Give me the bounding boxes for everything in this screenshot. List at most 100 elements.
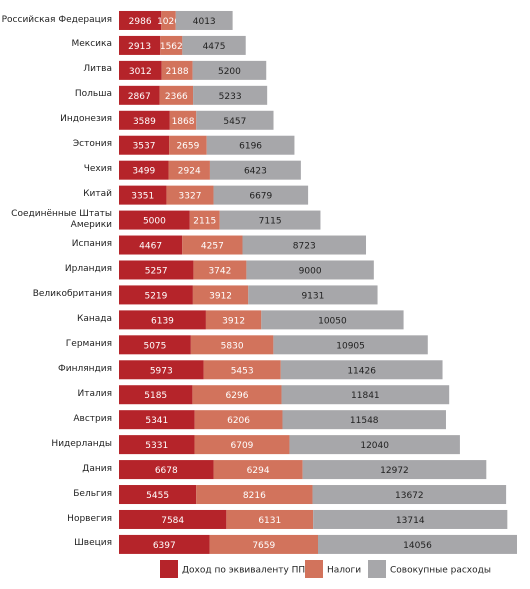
bar-segment [206, 135, 295, 155]
value-label: 3351 [131, 192, 154, 202]
value-label: 3912 [209, 291, 232, 301]
value-label: 5331 [145, 441, 168, 451]
category-label: Финляндия [57, 363, 112, 374]
category-label: Чехия [83, 164, 112, 175]
value-label: 12972 [380, 466, 409, 476]
bar-segment [226, 509, 314, 529]
bar-segment [189, 210, 220, 230]
value-label: 5233 [219, 92, 242, 102]
value-label: 6294 [247, 466, 270, 476]
bar-segment [169, 110, 197, 130]
value-label: 4467 [139, 242, 162, 252]
category-label: Эстония [72, 139, 112, 150]
bar-segment [196, 485, 313, 505]
value-label: 3912 [222, 316, 245, 326]
value-label: 3742 [208, 266, 231, 276]
value-label: 8216 [243, 491, 266, 501]
bar-segment [281, 385, 450, 405]
value-label: 2867 [128, 92, 151, 102]
bar-segment [169, 135, 207, 155]
bar-segment [192, 385, 282, 405]
bar-segment [193, 85, 268, 105]
value-label: 5219 [144, 291, 167, 301]
bar-segment [219, 210, 321, 230]
value-label: 9000 [299, 266, 322, 276]
category-label: Германия [65, 338, 112, 349]
bar-segment [246, 260, 374, 280]
value-label: 10050 [318, 316, 347, 326]
legend-swatch [305, 560, 323, 578]
category-label: Мексика [71, 39, 113, 50]
category-label: Швеция [74, 538, 112, 549]
bar-segment [205, 310, 262, 330]
bar-segment [190, 335, 274, 355]
value-label: 1026 [157, 17, 180, 27]
bar-segment [119, 110, 170, 130]
value-label: 6139 [151, 316, 174, 326]
value-label: 5257 [145, 266, 168, 276]
category-label: Дания [82, 463, 112, 474]
value-label: 3012 [129, 67, 152, 77]
legend-label: Совокупные расходы [390, 566, 491, 576]
value-label: 14056 [403, 541, 432, 551]
category-label: Польша [74, 89, 112, 100]
bar-segment [160, 35, 183, 55]
bar-segment [312, 485, 507, 505]
value-label: 2986 [129, 17, 152, 27]
category-label: Соединённые Штаты Америки [11, 208, 112, 230]
category-label: Литва [83, 64, 112, 75]
value-label: 1562 [160, 42, 183, 52]
value-label: 5453 [231, 366, 254, 376]
category-label: Австрия [73, 413, 112, 424]
value-label: 6206 [227, 416, 250, 426]
bar-segment [119, 410, 195, 430]
bar-segment [273, 335, 428, 355]
value-label: 2913 [128, 42, 151, 52]
bar-segment [193, 260, 247, 280]
value-label: 3499 [132, 167, 155, 177]
bar-segment [213, 185, 309, 205]
bar-segment [119, 260, 194, 280]
bar-segment [209, 534, 318, 554]
value-label: 1868 [172, 117, 195, 127]
bar-segment [175, 10, 233, 30]
value-label: 6423 [244, 167, 267, 177]
bar-segment [213, 460, 303, 480]
value-label: 5455 [146, 491, 169, 501]
legend-label: Доход по эквиваленту ППС [182, 566, 311, 576]
category-label: Нидерланды [51, 438, 112, 449]
category-label: Китай [83, 189, 112, 200]
bar-segment [119, 509, 227, 529]
value-label: 7659 [252, 541, 275, 551]
bar-segment [289, 435, 460, 455]
value-label: 5200 [218, 67, 241, 77]
bar-segment [166, 185, 214, 205]
category-label: Канада [76, 313, 112, 324]
value-label: 13714 [396, 516, 425, 526]
bar-segment [182, 35, 246, 55]
bar-segment [168, 160, 210, 180]
category-label: Италия [77, 388, 112, 399]
bar-segment [313, 509, 508, 529]
legend-swatch [160, 560, 178, 578]
value-label: 4257 [201, 242, 224, 252]
bar-segment [119, 210, 190, 230]
bar-segment [119, 160, 169, 180]
bar-segment [119, 460, 214, 480]
bar-segment [119, 310, 206, 330]
bar-segment [161, 60, 193, 80]
value-label: 5830 [221, 341, 244, 351]
value-label: 7115 [259, 217, 282, 227]
value-label: 12040 [360, 441, 389, 451]
bar-segment [182, 235, 243, 255]
bar-segment [119, 85, 160, 105]
value-label: 10905 [336, 341, 365, 351]
value-label: 4013 [193, 17, 216, 27]
value-label: 6196 [239, 142, 262, 152]
value-label: 3537 [133, 142, 156, 152]
value-label: 13672 [395, 491, 424, 501]
bar-segment [302, 460, 487, 480]
value-label: 9131 [301, 291, 324, 301]
